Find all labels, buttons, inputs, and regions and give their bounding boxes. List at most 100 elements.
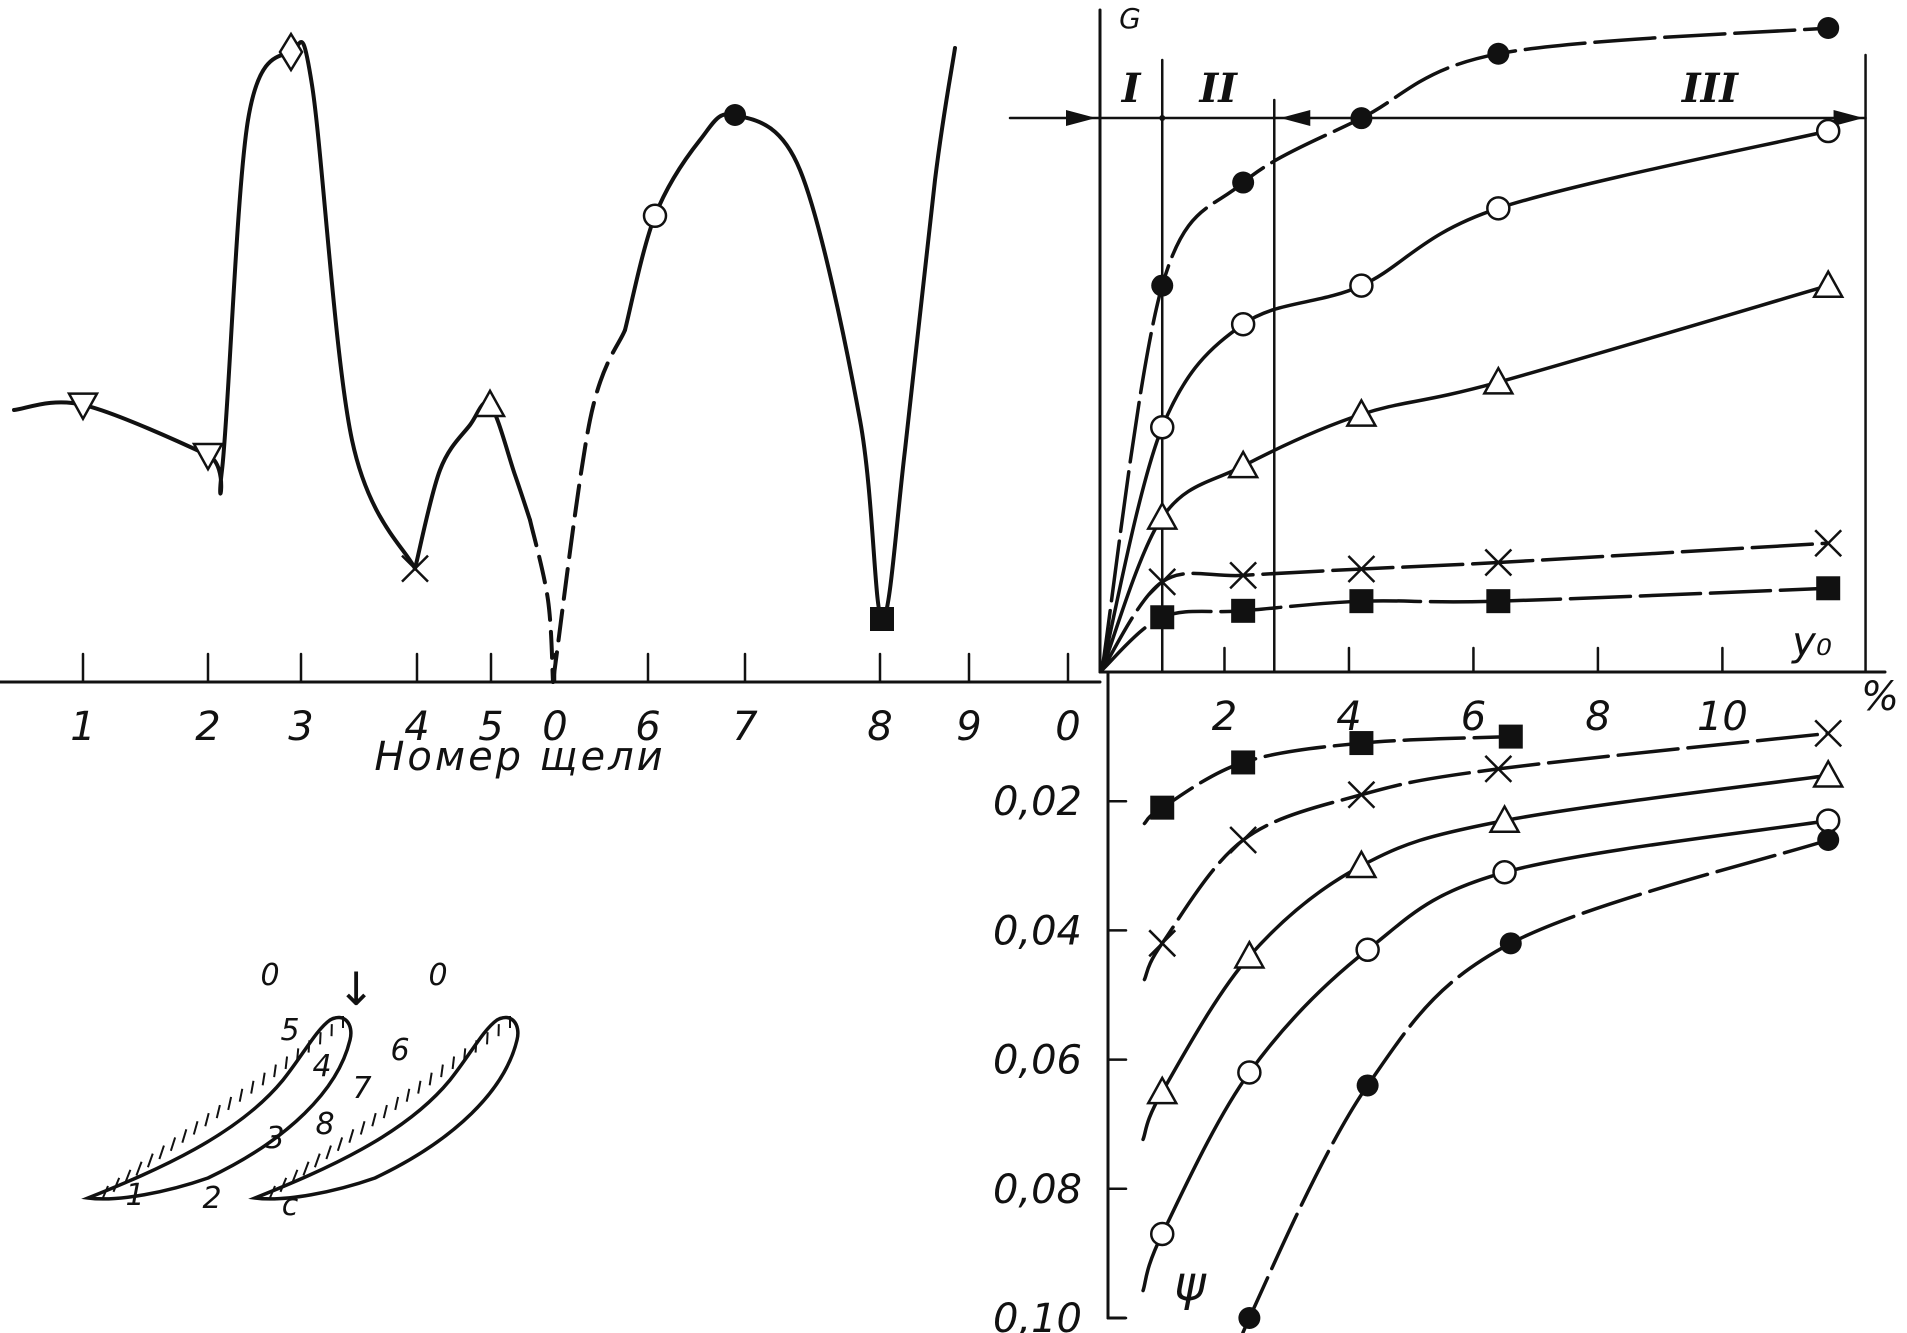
g-data-point: [1814, 529, 1843, 558]
left-x-tick-label: 9: [956, 704, 981, 750]
left-data-point: [642, 203, 668, 229]
g-data-point: [1349, 273, 1374, 298]
psi-data-point: [1488, 804, 1521, 834]
left-x-tick-label: 1: [70, 704, 95, 750]
psi-data-point: [1345, 849, 1378, 879]
psi-data-point: [1347, 780, 1376, 809]
left-x-tick-label: 0: [542, 704, 567, 750]
blade-hatch: [146, 1153, 154, 1168]
left-series-line-dashed: [528, 518, 555, 684]
sketch-label: 7: [352, 1071, 371, 1106]
y0-tick-label: 8: [1585, 694, 1610, 740]
blade-hatch: [463, 1048, 467, 1061]
g-psi-chart: 2 4 6 8 100,020,040,060,080,10I II III: [993, 8, 1887, 1333]
left-x-tick-label: 5: [478, 704, 503, 750]
psi-data-point: [1355, 937, 1380, 963]
sketch-label: 8: [315, 1107, 334, 1142]
blade-hatch: [474, 1040, 478, 1053]
psi-data-point: [1233, 939, 1266, 969]
g-data-point: [1487, 42, 1510, 65]
blade-hatch: [359, 1120, 366, 1135]
g-data-point: [1227, 449, 1260, 479]
blade-hatch: [348, 1129, 355, 1143]
left-series-line: [623, 46, 957, 622]
psi-tick-label: 0,06: [993, 1038, 1082, 1084]
blade-hatch: [268, 1185, 276, 1201]
g-data-point: [1350, 107, 1373, 130]
left-x-tick-label: 0: [1055, 704, 1080, 750]
blade-hatch: [204, 1112, 210, 1127]
blade-hatch: [192, 1120, 199, 1135]
region-arrow: [1066, 110, 1096, 126]
blade-hatch: [284, 1056, 289, 1070]
y0-axis-label: y₀: [1791, 619, 1832, 665]
blade-hatch: [428, 1072, 433, 1086]
left-data-point: [66, 392, 100, 422]
blade-left: [81, 1015, 353, 1201]
blade-hatch: [169, 1137, 177, 1152]
g-data-point: [1146, 500, 1179, 530]
left-x-tick-label: 2: [195, 704, 220, 750]
psi-data-point: [1815, 808, 1841, 833]
sketch-label: 0: [260, 958, 279, 993]
blade-hatch: [319, 1032, 322, 1045]
left-x-axis-label: Номер щели: [374, 734, 665, 780]
y0-tick-label: 6: [1461, 694, 1486, 740]
g-data-point: [1486, 589, 1511, 614]
region-label: II: [1199, 65, 1239, 112]
blade-hatch: [405, 1088, 411, 1102]
left-series-line-dashed: [551, 328, 627, 684]
percent-unit-label: %: [1861, 674, 1899, 720]
blade-right: [248, 1015, 520, 1201]
g-data-point: [1349, 589, 1374, 614]
psi-series-line: [1142, 731, 1830, 982]
g-data-point: [1812, 269, 1845, 299]
psi-series-line: [1142, 734, 1513, 826]
g-data-point: [1229, 561, 1258, 590]
psi-data-point: [1148, 929, 1177, 958]
psi-series-line: [1141, 818, 1830, 1293]
left-x-tick-label: 8: [867, 704, 892, 750]
blade-hatch: [382, 1104, 388, 1119]
g-data-point: [1345, 397, 1378, 427]
left-series-line: [413, 400, 532, 571]
psi-data-point: [1484, 755, 1513, 783]
left-data-point: [870, 607, 894, 631]
blade-hatch: [261, 1072, 266, 1086]
blade-hatch: [279, 1177, 288, 1193]
psi-data-point: [1492, 860, 1517, 885]
psi-tick-label: 0,10: [993, 1296, 1082, 1333]
blade-hatch: [250, 1080, 255, 1094]
sketch-label: 0: [428, 958, 447, 993]
blade-outline: [248, 1015, 520, 1201]
sketch-label: 5: [280, 1013, 299, 1048]
left-series-line: [12, 40, 417, 571]
psi-series-line: [1240, 838, 1830, 1333]
psi-data-point: [1237, 1060, 1262, 1085]
blade-hatch: [417, 1080, 422, 1094]
blade-hatch: [124, 1169, 132, 1184]
blade-hatch: [371, 1112, 377, 1127]
psi-data-point: [1149, 1221, 1175, 1247]
psi-tick-label: 0,08: [993, 1167, 1082, 1213]
region-dot: [1159, 115, 1166, 121]
psi-data-point: [1814, 719, 1843, 748]
g-series-line: [1100, 129, 1830, 672]
sketch-label: 2: [202, 1181, 221, 1216]
g-series-line: [1100, 541, 1830, 672]
psi-axis-label: ψ: [1174, 1256, 1207, 1312]
psi-data-point: [1356, 1074, 1379, 1097]
blade-hatch: [215, 1104, 221, 1119]
left-x-tick-label: 7: [732, 704, 758, 750]
left-data-point: [401, 554, 429, 583]
psi-data-point: [1150, 795, 1175, 820]
g-axis-label: G: [1119, 2, 1141, 35]
g-data-point: [1817, 17, 1840, 39]
sketch-label: 3: [265, 1121, 284, 1156]
psi-tick-label: 0,04: [993, 908, 1082, 954]
y0-tick-label: 10: [1697, 694, 1748, 740]
y0-tick-label: 2: [1212, 694, 1237, 740]
region-arrow: [1280, 110, 1311, 126]
blade-hatch: [302, 1161, 310, 1176]
